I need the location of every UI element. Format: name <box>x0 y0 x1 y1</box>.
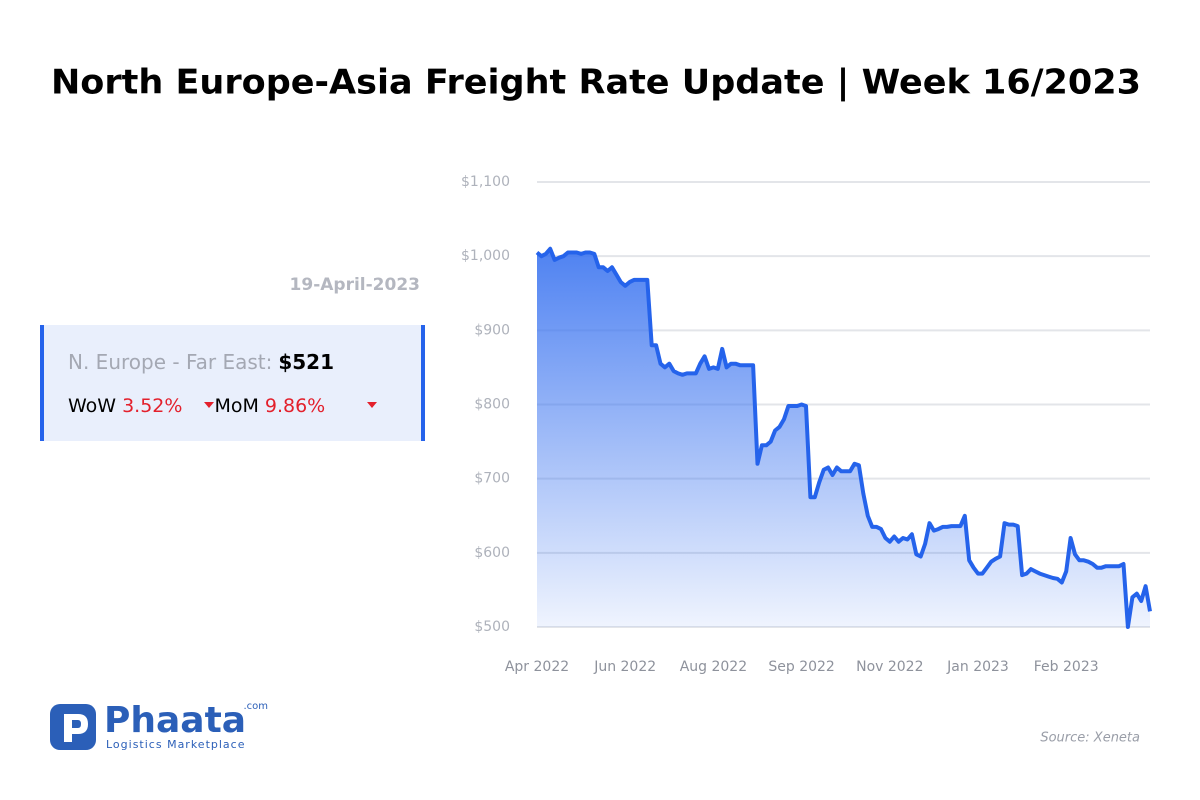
x-tick-label: Jun 2022 <box>593 659 656 675</box>
down-arrow <box>204 402 214 408</box>
x-tick-label: Apr 2022 <box>505 659 569 675</box>
mom-label: MoM <box>214 395 258 417</box>
card-label: N. Europe - Far East: <box>68 350 272 374</box>
title: North Europe-Asia Freight Rate Update | … <box>51 63 1141 103</box>
x-tick-label: Feb 2023 <box>1034 659 1099 675</box>
logo-letter <box>64 714 88 742</box>
card-border <box>40 325 44 441</box>
x-tick-label: Nov 2022 <box>856 659 923 675</box>
wow-label: WoW <box>68 395 116 417</box>
x-tick-label: Sep 2022 <box>768 659 834 675</box>
source: Source: Xeneta <box>1040 731 1140 746</box>
y-tick-label: $700 <box>474 471 510 487</box>
wow-value: 3.52% <box>122 395 182 417</box>
area <box>537 248 1150 628</box>
x-tick-label: Aug 2022 <box>680 659 747 675</box>
line <box>535 246 1152 629</box>
y-tick-label: $800 <box>474 397 510 413</box>
logo-domain: .com <box>243 701 268 712</box>
y-tick-label: $500 <box>474 619 510 635</box>
card-price-line: N. Europe - Far East: $521 <box>68 350 334 374</box>
card <box>40 325 425 441</box>
logo-tagline: Logistics Marketplace <box>106 738 246 751</box>
y-tick-label: $600 <box>474 545 510 561</box>
logo-name: Phaata <box>104 700 246 741</box>
down-arrow <box>367 402 377 408</box>
y-tick-label: $1,000 <box>461 248 510 264</box>
y-tick-label: $900 <box>474 322 510 338</box>
logo-icon <box>50 704 96 750</box>
card-price: $521 <box>278 350 334 374</box>
y-tick-label: $1,100 <box>461 174 510 190</box>
date: 19-April-2023 <box>290 275 420 295</box>
card-change-line: WoW 3.52% MoM 9.86% <box>68 395 325 417</box>
x-tick-label: Jan 2023 <box>946 659 1009 675</box>
mom-value: 9.86% <box>265 395 325 417</box>
card-border <box>421 325 425 441</box>
